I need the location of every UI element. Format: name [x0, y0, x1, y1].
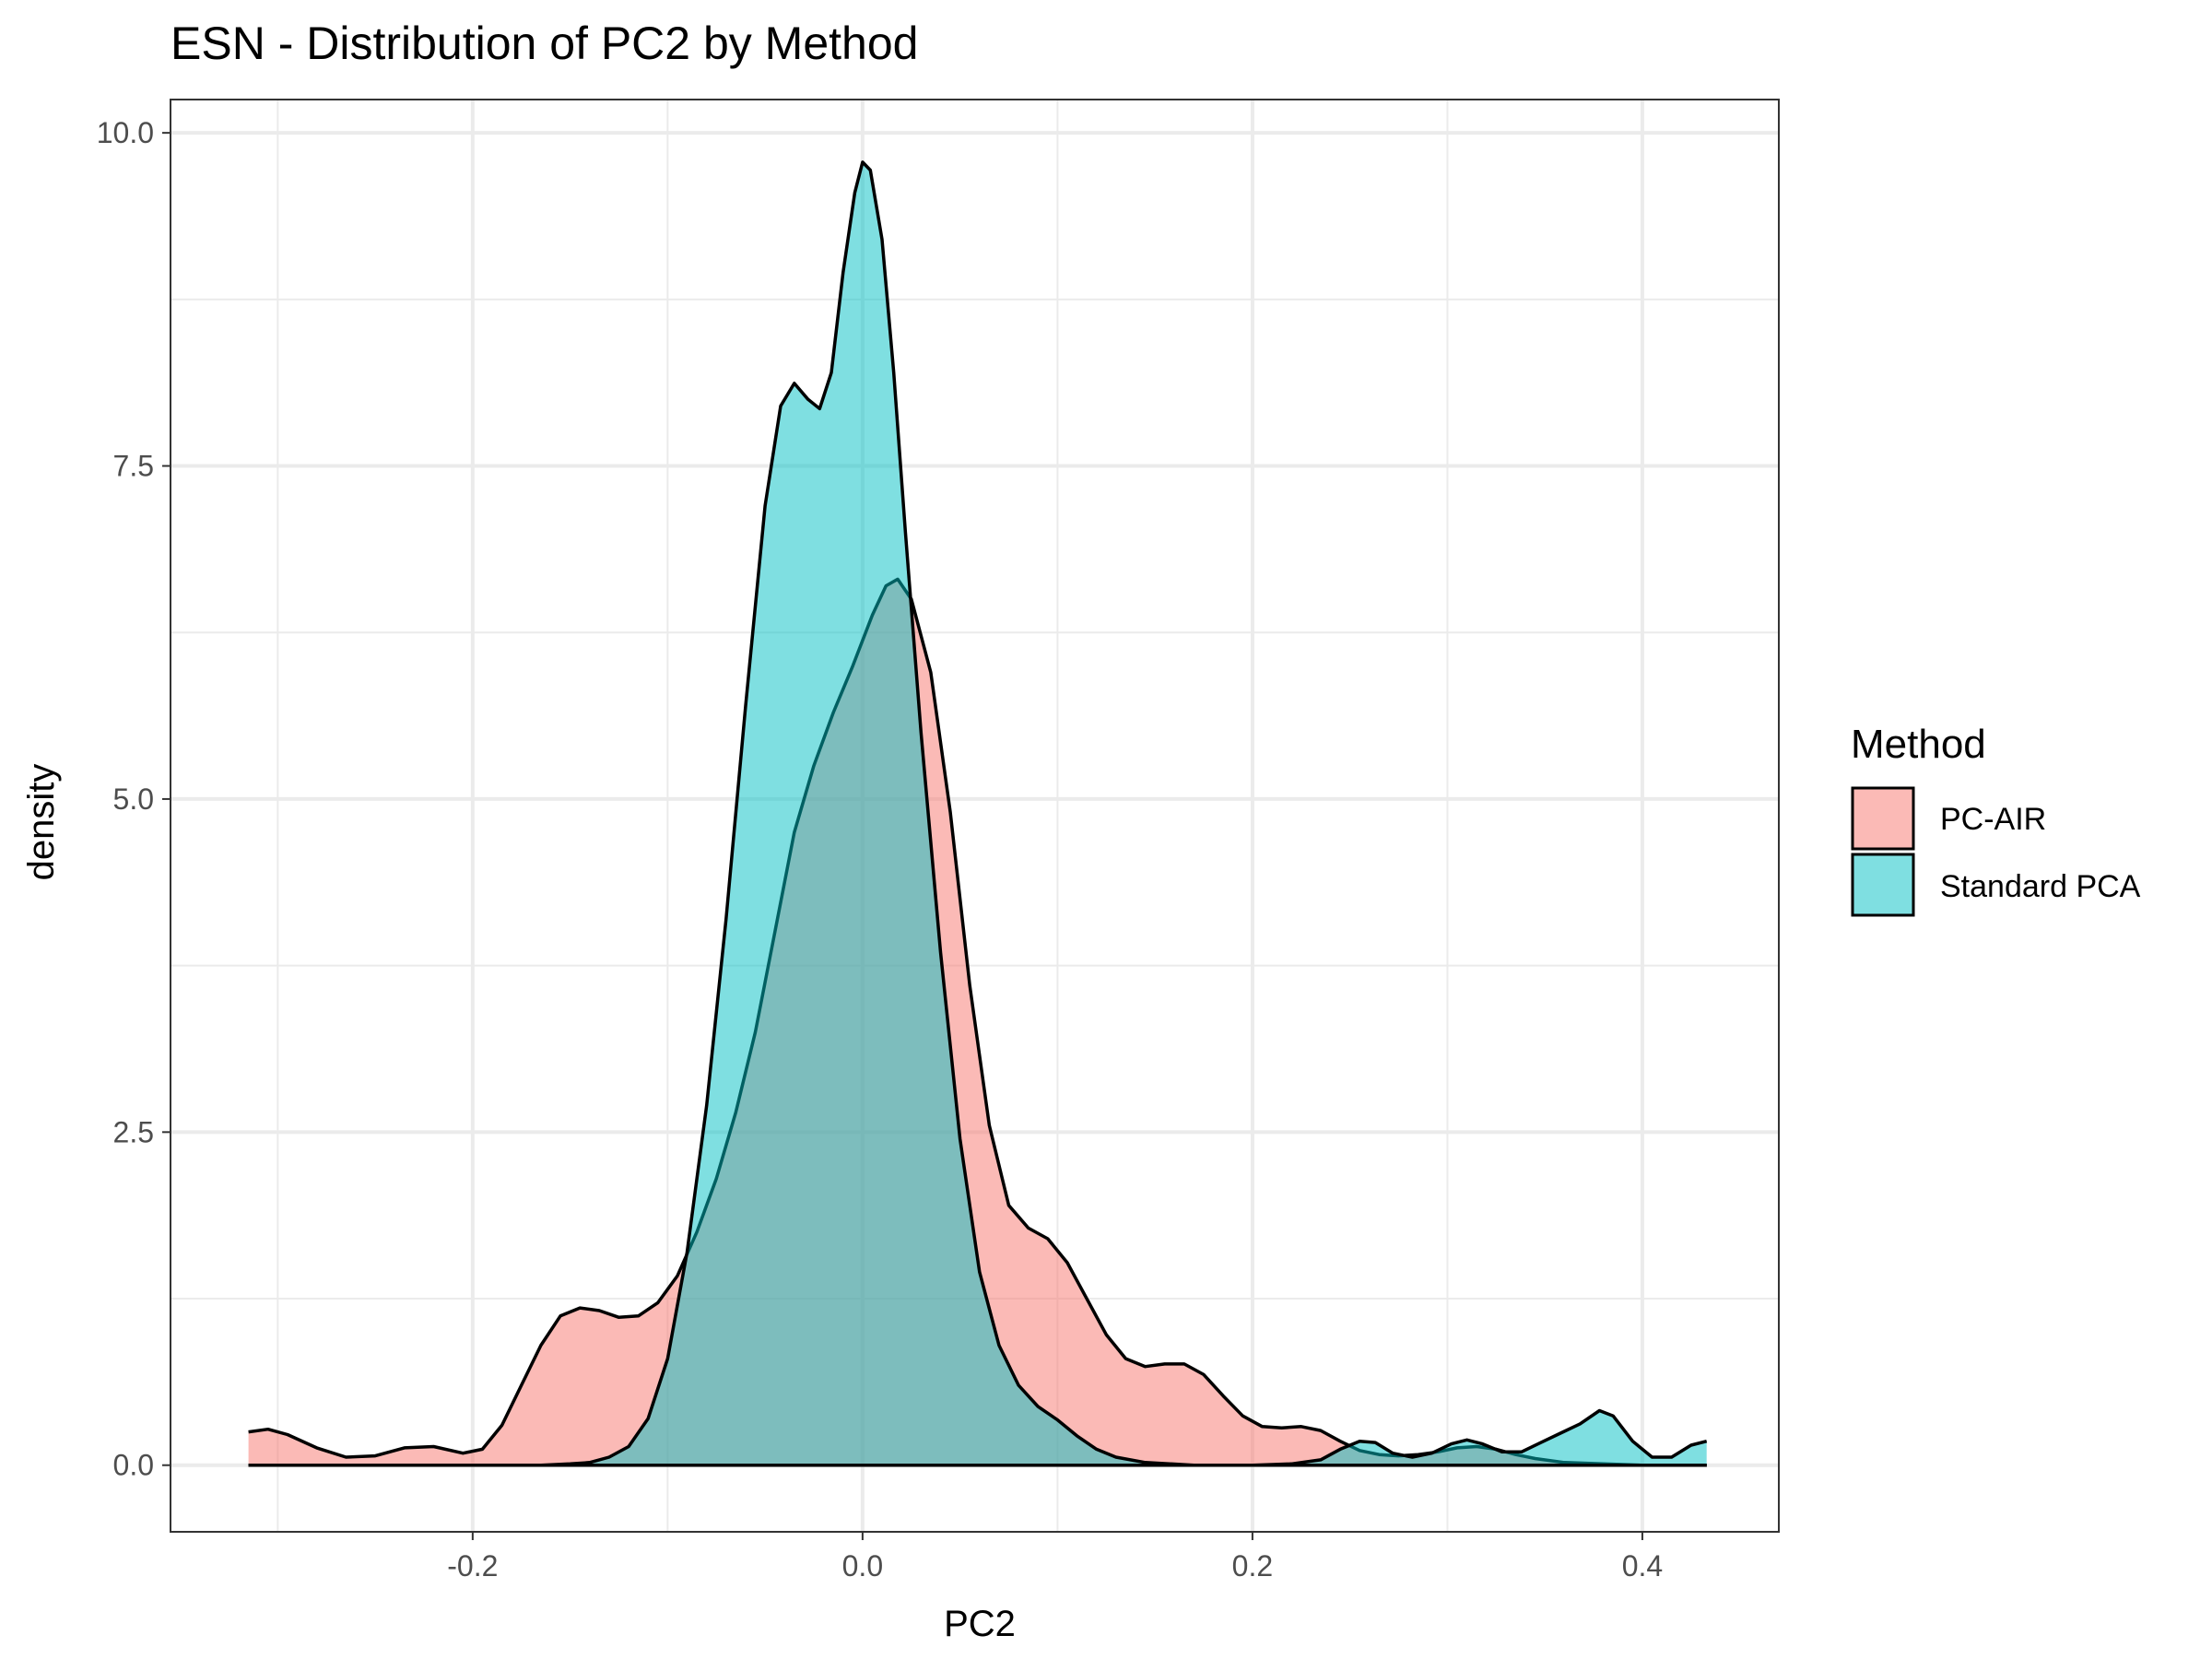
- y-tick-label: 5.0: [113, 782, 154, 816]
- x-tick-label: 0.0: [842, 1549, 883, 1583]
- density-series: [248, 160, 1708, 1467]
- legend-label-pc-air: PC-AIR: [1940, 802, 2046, 837]
- x-tick-label: 0.4: [1622, 1549, 1663, 1583]
- y-axis-title: density: [21, 764, 62, 881]
- plot-panel-border: [170, 99, 1780, 1533]
- legend-item-pc-air: PC-AIR: [1851, 786, 2046, 851]
- legend-item-standard-pca: Standard PCA: [1851, 853, 2141, 917]
- density-area-standard-pca: [248, 161, 1707, 1465]
- density-line-standard-pca: [248, 160, 1708, 1467]
- x-tick-label: -0.2: [447, 1549, 498, 1583]
- chart-title: ESN - Distribution of PC2 by Method: [171, 18, 918, 69]
- y-tick-label: 10.0: [97, 116, 154, 149]
- legend-swatch-pc-air: [1851, 786, 1915, 851]
- x-tick-label: 0.2: [1232, 1549, 1273, 1583]
- y-tick-label: 0.0: [113, 1449, 154, 1482]
- y-tick-label: 7.5: [113, 450, 154, 483]
- legend-title: Method: [1851, 722, 1986, 767]
- axes: -0.2 0.0 0.2 0.4 0.0 2.5 5.0 7.5 10.0: [97, 116, 1663, 1583]
- legend-label-standard-pca: Standard PCA: [1940, 869, 2141, 904]
- x-axis-title: PC2: [944, 1604, 1016, 1644]
- legend: Method PC-AIR Standard PCA: [1851, 722, 2141, 917]
- y-tick-label: 2.5: [113, 1115, 154, 1148]
- legend-swatch-standard-pca: [1851, 853, 1915, 917]
